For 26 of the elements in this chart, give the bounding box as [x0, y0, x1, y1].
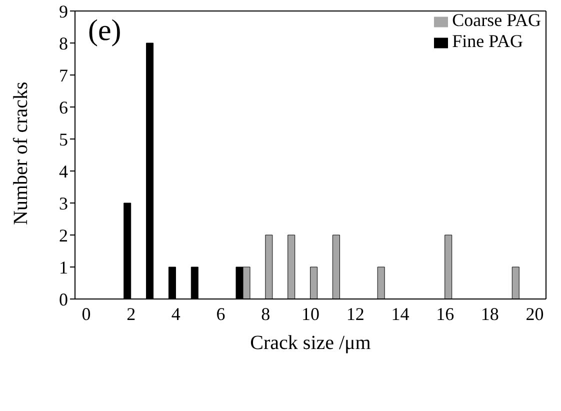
x-tick-label: 6: [216, 304, 226, 324]
y-tick-label: 2: [59, 225, 68, 246]
x-tick-label: 16: [436, 304, 454, 324]
x-tick-label: 0: [82, 304, 91, 324]
y-tick-label: 0: [59, 289, 68, 310]
x-tick-label: 14: [391, 304, 410, 324]
x-axis-title: Crack size /μm: [250, 332, 372, 354]
legend-label: Fine PAG: [452, 31, 524, 51]
y-tick-label: 4: [59, 161, 68, 182]
y-tick-label: 5: [59, 129, 68, 150]
y-tick-label: 6: [59, 97, 68, 118]
x-tick-label: 20: [526, 304, 544, 324]
y-tick-label: 8: [59, 33, 68, 54]
x-tick-label: 10: [302, 304, 320, 324]
annotation: (e): [88, 14, 122, 48]
y-tick-label: 9: [59, 1, 68, 22]
y-axis-title: Number of cracks: [10, 82, 32, 225]
x-tick-label: 2: [126, 304, 136, 324]
x-tick-label: 18: [480, 304, 499, 324]
y-tick-label: 7: [59, 65, 68, 86]
y-tick-label: 3: [59, 193, 68, 214]
x-tick-label: 8: [261, 304, 270, 324]
y-tick-label: 1: [59, 257, 68, 278]
x-tick-label: 4: [171, 304, 180, 324]
x-tick-label: 12: [346, 304, 364, 324]
legend-label: Coarse PAG: [452, 10, 541, 30]
